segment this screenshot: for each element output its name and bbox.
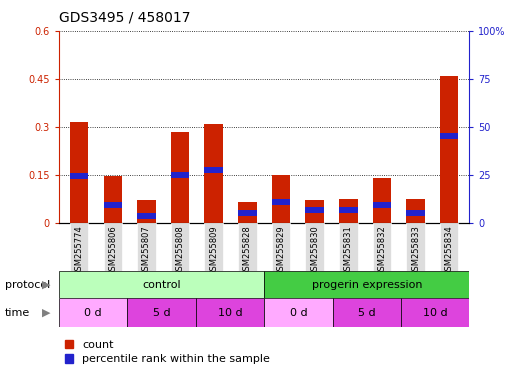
FancyBboxPatch shape <box>264 271 469 298</box>
FancyBboxPatch shape <box>196 298 264 327</box>
Text: GSM255834: GSM255834 <box>445 225 453 276</box>
Text: 10 d: 10 d <box>423 308 447 318</box>
FancyBboxPatch shape <box>272 223 290 271</box>
Text: 5 d: 5 d <box>153 308 170 318</box>
Text: GSM255828: GSM255828 <box>243 225 252 276</box>
Bar <box>305 200 324 223</box>
Bar <box>205 124 223 223</box>
FancyBboxPatch shape <box>440 223 459 271</box>
Bar <box>339 207 358 213</box>
FancyBboxPatch shape <box>264 298 332 327</box>
FancyBboxPatch shape <box>137 223 156 271</box>
Text: GSM255808: GSM255808 <box>175 225 185 276</box>
Text: 10 d: 10 d <box>218 308 242 318</box>
Bar <box>137 214 156 219</box>
Text: GDS3495 / 458017: GDS3495 / 458017 <box>59 11 190 25</box>
FancyBboxPatch shape <box>127 298 196 327</box>
Text: GSM255833: GSM255833 <box>411 225 420 276</box>
Bar <box>406 199 425 223</box>
Bar <box>171 172 189 178</box>
Bar <box>205 167 223 173</box>
Text: GSM255807: GSM255807 <box>142 225 151 276</box>
Legend: count, percentile rank within the sample: count, percentile rank within the sample <box>65 339 270 364</box>
Text: GSM255809: GSM255809 <box>209 225 218 276</box>
Text: GSM255830: GSM255830 <box>310 225 319 276</box>
Bar <box>406 210 425 216</box>
FancyBboxPatch shape <box>372 223 391 271</box>
Text: 0 d: 0 d <box>84 308 102 318</box>
Bar <box>137 200 156 223</box>
Bar <box>70 174 88 179</box>
Text: progerin expression: progerin expression <box>311 280 422 290</box>
Text: GSM255829: GSM255829 <box>277 225 286 276</box>
Bar <box>372 178 391 223</box>
Text: GSM255832: GSM255832 <box>378 225 386 276</box>
Bar <box>440 76 459 223</box>
Text: 5 d: 5 d <box>358 308 376 318</box>
FancyBboxPatch shape <box>238 223 256 271</box>
FancyBboxPatch shape <box>70 223 88 271</box>
Bar <box>238 202 256 223</box>
Text: GSM255806: GSM255806 <box>108 225 117 276</box>
FancyBboxPatch shape <box>339 223 358 271</box>
FancyBboxPatch shape <box>401 298 469 327</box>
Bar <box>372 202 391 208</box>
Bar <box>440 134 459 139</box>
FancyBboxPatch shape <box>104 223 122 271</box>
Bar <box>104 176 122 223</box>
Bar <box>305 207 324 213</box>
Text: GSM255831: GSM255831 <box>344 225 353 276</box>
FancyBboxPatch shape <box>332 298 401 327</box>
Bar <box>104 202 122 208</box>
Bar <box>339 199 358 223</box>
Text: ▶: ▶ <box>42 280 50 290</box>
Text: protocol: protocol <box>5 280 50 290</box>
Text: time: time <box>5 308 30 318</box>
Text: GSM255774: GSM255774 <box>75 225 84 276</box>
Bar <box>70 122 88 223</box>
Text: ▶: ▶ <box>42 308 50 318</box>
FancyBboxPatch shape <box>305 223 324 271</box>
FancyBboxPatch shape <box>59 298 127 327</box>
Bar <box>238 210 256 216</box>
Text: 0 d: 0 d <box>289 308 307 318</box>
FancyBboxPatch shape <box>59 271 264 298</box>
FancyBboxPatch shape <box>205 223 223 271</box>
Text: control: control <box>142 280 181 290</box>
FancyBboxPatch shape <box>171 223 189 271</box>
Bar <box>171 132 189 223</box>
FancyBboxPatch shape <box>406 223 425 271</box>
Bar <box>272 199 290 205</box>
Bar <box>272 175 290 223</box>
